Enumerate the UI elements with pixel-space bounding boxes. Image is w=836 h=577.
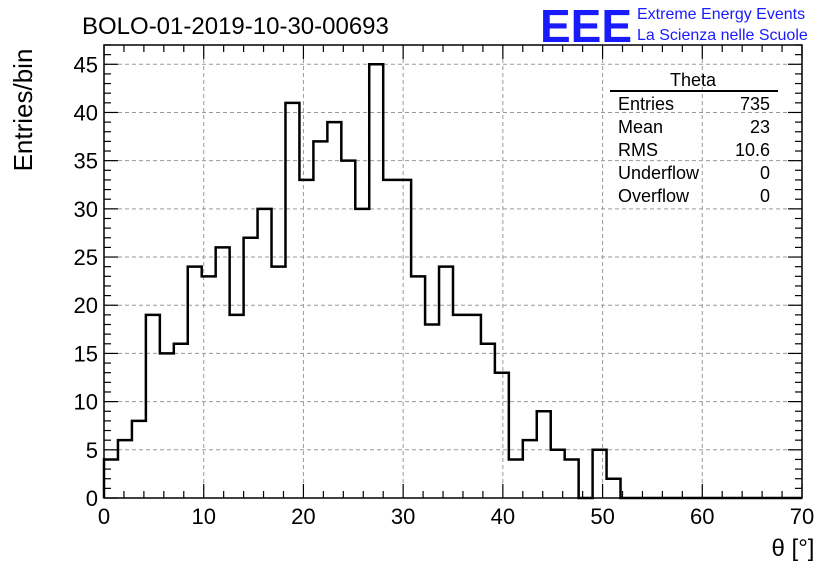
- run-title: BOLO-01-2019-10-30-00693: [82, 13, 389, 40]
- eee-logo-line2: La Scienza nelle Scuole: [637, 27, 808, 44]
- y-tick-label: 30: [74, 197, 98, 222]
- x-tick-label: 20: [291, 504, 315, 529]
- stats-row-label: Entries: [618, 94, 674, 114]
- y-tick-label: 40: [74, 100, 98, 125]
- axes: 0 10 20 30 40 50 60 70 0 5 10 15 20 25 30 35 40 45: [74, 44, 814, 529]
- y-axis-label: Entries/bin: [8, 49, 38, 172]
- y-tick-label: 5: [86, 438, 98, 463]
- x-tick-label: 0: [98, 504, 110, 529]
- stats-row-label: Overflow: [618, 186, 690, 206]
- x-tick-label: 50: [590, 504, 614, 529]
- stats-rows: Entries 735 Mean 23 RMS 10.6 Underflow 0 Overflo…: [618, 94, 770, 206]
- x-axis-label: θ [°]: [772, 535, 815, 562]
- y-tick-label: 20: [74, 293, 98, 318]
- stats-row-label: RMS: [618, 140, 658, 160]
- stats-box: Theta Entries 735 Mean 23 RMS 10.6 Underflow 0 O…: [610, 70, 778, 206]
- stats-row-value: 0: [760, 163, 770, 183]
- stats-row-value: 23: [750, 117, 770, 137]
- y-tick-label: 15: [74, 341, 98, 366]
- stats-title: Theta: [670, 70, 717, 90]
- stats-row-value: 10.6: [735, 140, 770, 160]
- y-tick-label: 35: [74, 149, 98, 174]
- stats-row-label: Underflow: [618, 163, 700, 183]
- y-tick-label: 45: [74, 52, 98, 77]
- eee-logo: EEE Extreme Energy Events La Scienza nel…: [540, 0, 808, 52]
- eee-logo-line1: Extreme Energy Events: [637, 6, 805, 23]
- stats-row-value: 0: [760, 186, 770, 206]
- x-tick-label: 30: [391, 504, 415, 529]
- stats-row-label: Mean: [618, 117, 663, 137]
- x-tick-label: 70: [790, 504, 814, 529]
- y-tick-label: 10: [74, 390, 98, 415]
- x-tick-label: 60: [690, 504, 714, 529]
- y-tick-label: 25: [74, 245, 98, 270]
- plot-frame: [103, 44, 803, 499]
- x-tick-label: 10: [191, 504, 215, 529]
- eee-logo-mark: EEE: [540, 0, 632, 52]
- grid: [104, 45, 802, 498]
- x-tick-label: 40: [491, 504, 515, 529]
- stats-row-value: 735: [740, 94, 770, 114]
- histogram-line: [102, 63, 802, 500]
- y-tick-label: 0: [86, 486, 98, 511]
